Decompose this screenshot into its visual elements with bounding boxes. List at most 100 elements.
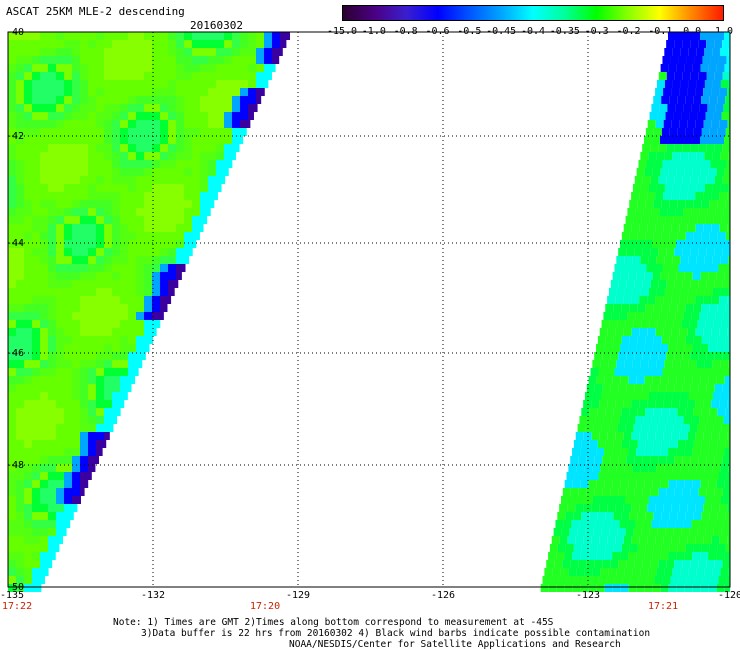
swath-cell <box>16 272 24 280</box>
swath-cell <box>8 304 16 312</box>
swath-cell <box>699 416 708 424</box>
swath-cell <box>120 224 128 232</box>
swath-cell <box>88 96 96 104</box>
swath-cell <box>184 112 192 120</box>
swath-cell <box>120 320 128 328</box>
swath-cell <box>232 32 240 40</box>
swath-cell <box>696 392 705 400</box>
swath-cell <box>80 280 88 288</box>
swath-cell <box>152 120 160 128</box>
swath-cell <box>679 88 688 96</box>
swath-cell <box>32 264 40 272</box>
swath-cell <box>112 40 120 48</box>
swath-cell <box>690 40 699 48</box>
swath-cell <box>8 128 16 136</box>
swath-cell <box>184 144 192 152</box>
swath-cell <box>724 344 730 352</box>
swath-cell <box>152 32 160 40</box>
swath-cell <box>713 320 722 328</box>
swath-cell <box>16 320 24 328</box>
swath-cell <box>128 368 136 376</box>
swath-cell <box>8 248 16 256</box>
swath-cell <box>48 400 56 408</box>
swath-cell <box>96 96 104 104</box>
swath-cell <box>200 128 208 136</box>
swath-cell <box>658 72 667 80</box>
swath-cell <box>48 320 56 328</box>
swath-cell <box>703 400 712 408</box>
swath-cell <box>613 440 622 448</box>
swath-cell <box>168 256 176 264</box>
swath-cell <box>629 304 638 312</box>
swath-cell <box>120 376 128 384</box>
swath-cell <box>597 512 606 520</box>
swath-cell <box>624 256 633 264</box>
swath-cell <box>24 432 32 440</box>
swath-cell <box>40 552 48 560</box>
swath-cell <box>716 552 725 560</box>
swath-cell <box>56 40 64 48</box>
swath-cell <box>632 496 641 504</box>
swath-cell <box>40 48 48 56</box>
swath-cell <box>136 88 144 96</box>
swath-cell <box>685 544 694 552</box>
swath-cell <box>695 224 704 232</box>
swath-cell <box>626 456 635 464</box>
swath-cell <box>8 184 16 192</box>
swath-cell <box>64 512 72 520</box>
swath-cell <box>698 456 707 464</box>
swath-cell <box>581 408 590 416</box>
swath-cell <box>615 432 624 440</box>
swath-cell <box>713 424 722 432</box>
swath-cell <box>664 152 673 160</box>
swath-cell <box>136 224 144 232</box>
swath-cell <box>642 176 651 184</box>
swath-cell <box>48 72 56 80</box>
swath-cell <box>680 80 689 88</box>
swath-cell <box>88 240 96 248</box>
swath-cell <box>56 72 64 80</box>
swath-cell <box>24 496 32 504</box>
swath-cell <box>96 224 104 232</box>
swath-cell <box>176 232 184 240</box>
swath-cell <box>685 408 694 416</box>
swath-cell <box>714 456 723 464</box>
swath-cell <box>575 432 584 440</box>
swath-cell <box>16 488 24 496</box>
swath-cell <box>48 432 56 440</box>
swath-cell <box>80 480 88 488</box>
swath-cell <box>120 368 128 376</box>
swath-cell <box>72 312 80 320</box>
swath-cell <box>719 400 728 408</box>
swath-cell <box>727 88 730 96</box>
swath-cell <box>64 80 72 88</box>
swath-cell <box>661 544 670 552</box>
swath-cell <box>136 40 144 48</box>
swath-cell <box>721 112 730 120</box>
swath-cell <box>728 152 730 160</box>
swath-cell <box>72 224 80 232</box>
swath-cell <box>72 400 80 408</box>
swath-cell <box>638 472 647 480</box>
swath-cell <box>688 288 697 296</box>
swath-cell <box>701 304 710 312</box>
swath-cell <box>184 224 192 232</box>
swath-cell <box>112 248 120 256</box>
swath-cell <box>8 336 16 344</box>
swath-cell <box>112 224 120 232</box>
swath-cell <box>32 520 40 528</box>
swath-cell <box>8 376 16 384</box>
swath-cell <box>56 120 64 128</box>
swath-cell <box>642 384 651 392</box>
swath-cell <box>24 48 32 56</box>
swath-cell <box>655 192 664 200</box>
swath-cell <box>606 576 615 584</box>
swath-cell <box>596 480 605 488</box>
swath-cell <box>678 472 687 480</box>
swath-cell <box>704 256 713 264</box>
swath-cell <box>623 536 632 544</box>
swath-cell <box>272 64 276 72</box>
swath-cell <box>96 192 104 200</box>
swath-cell <box>216 184 222 192</box>
swath-cell <box>679 296 688 304</box>
